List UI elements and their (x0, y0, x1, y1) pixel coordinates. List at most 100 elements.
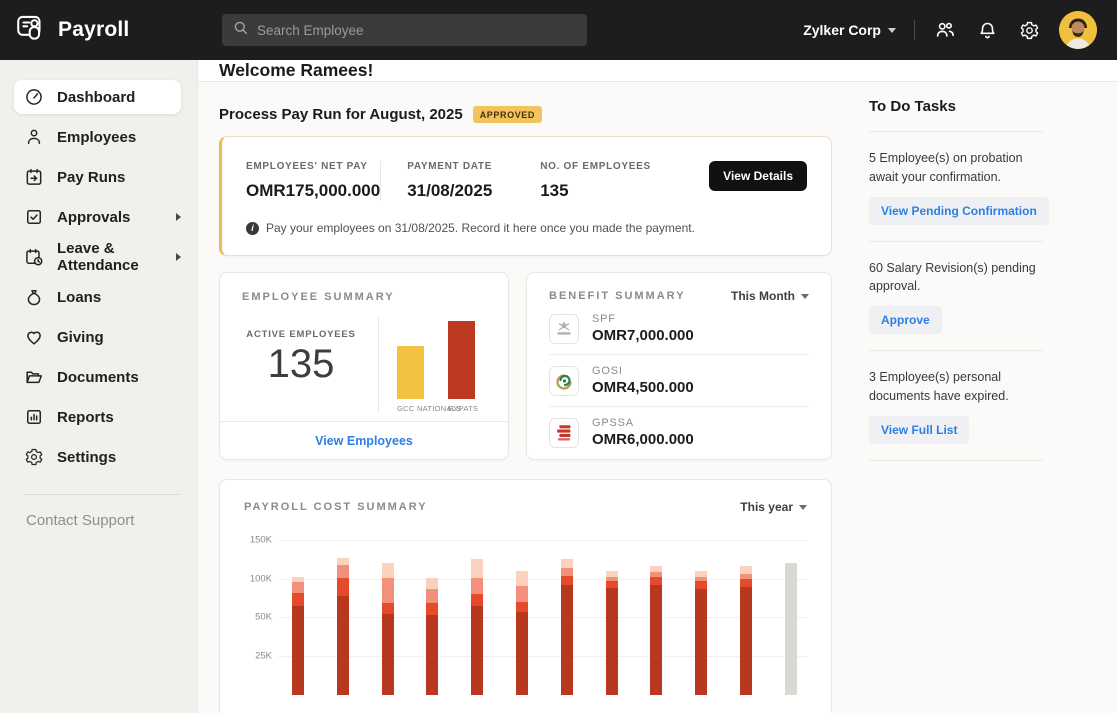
app-logo[interactable]: Payroll (0, 11, 129, 50)
org-switcher[interactable]: Zylker Corp (803, 22, 896, 38)
stat-label: EMPLOYEES' NET PAY (246, 161, 380, 172)
benefit-amount: OMR6,000.000 (592, 431, 694, 448)
chevron-right-icon (176, 213, 181, 221)
divider (869, 131, 1043, 132)
stacked-bar-segment (337, 596, 349, 695)
users-icon[interactable] (933, 18, 957, 42)
benefit-row: GPSSA OMR6,000.000 (549, 407, 809, 458)
payrun-card: EMPLOYEES' NET PAY OMR175,000.000PAYMENT… (219, 136, 832, 256)
sidebar-item-label: Pay Runs (57, 169, 125, 186)
notifications-bell-icon[interactable] (975, 18, 999, 42)
leave-attendance-icon (24, 247, 44, 267)
task-action-button[interactable]: Approve (869, 306, 942, 334)
sidebar-item-pay-runs[interactable]: Pay Runs (0, 157, 197, 197)
avatar[interactable] (1059, 11, 1097, 49)
divider (869, 460, 1043, 461)
benefit-amount: OMR7,000.000 (592, 327, 694, 344)
sidebar-item-label: Loans (57, 289, 101, 306)
stacked-bar-segment (382, 578, 394, 602)
stacked-bar-segment (426, 589, 438, 603)
topbar-divider (914, 20, 915, 40)
gpssa-logo (549, 418, 579, 448)
todo-task: 60 Salary Revision(s) pending approval. … (869, 259, 1063, 352)
stacked-bar-segment (516, 571, 528, 586)
employees-icon (24, 127, 44, 147)
stacked-bar-segment (426, 603, 438, 614)
sidebar-item-label: Leave & Attendance (57, 240, 163, 274)
contact-support-link[interactable]: Contact Support (0, 495, 197, 529)
stacked-bar-segment (337, 578, 349, 596)
sidebar-item-loans[interactable]: Loans (0, 277, 197, 317)
stacked-bar-segment (740, 579, 752, 587)
stacked-bar-segment (337, 558, 349, 565)
stacked-bar-segment (382, 614, 394, 695)
gridline (278, 579, 807, 580)
sidebar-item-reports[interactable]: Reports (0, 397, 197, 437)
sidebar-item-leave-attendance[interactable]: Leave & Attendance (0, 237, 197, 277)
status-badge: APPROVED (473, 106, 542, 123)
gridline (278, 617, 807, 618)
vertical-divider (378, 317, 379, 413)
sidebar-item-documents[interactable]: Documents (0, 357, 197, 397)
stacked-bar-segment (471, 559, 483, 579)
org-name: Zylker Corp (803, 22, 881, 38)
benefit-period-value: This Month (731, 289, 795, 303)
task-action-button[interactable]: View Pending Confirmation (869, 197, 1049, 225)
chevron-down-icon (801, 294, 809, 299)
stacked-bar-segment (561, 568, 573, 576)
stacked-bar-segment (650, 577, 662, 585)
employee-mini-bar-chart (397, 317, 475, 399)
top-bar: Payroll Zylker Corp (0, 0, 1117, 60)
pay-runs-icon (24, 167, 44, 187)
stacked-bar-segment (650, 572, 662, 577)
sidebar-item-settings[interactable]: Settings (0, 437, 197, 477)
sidebar-item-label: Reports (57, 409, 114, 426)
active-employees-count: 135 (242, 342, 360, 387)
page-title: Welcome Ramees! (219, 60, 373, 81)
projected-bar (785, 563, 797, 695)
employee-search[interactable] (222, 14, 587, 46)
y-axis-tick: 150K (244, 535, 272, 546)
sidebar-item-dashboard[interactable]: Dashboard (14, 80, 181, 114)
stacked-bar-segment (561, 585, 573, 695)
benefit-name: SPF (592, 313, 694, 325)
stacked-bar-segment (650, 566, 662, 572)
y-axis-tick: 50K (244, 612, 272, 623)
reports-icon (24, 407, 44, 427)
sidebar-item-employees[interactable]: Employees (0, 117, 197, 157)
task-text: 5 Employee(s) on probation await your co… (869, 149, 1049, 187)
app-name: Payroll (58, 18, 129, 42)
loans-icon (24, 287, 44, 307)
payrun-stat: PAYMENT DATE 31/08/2025 (407, 161, 540, 201)
sidebar-item-label: Settings (57, 449, 116, 466)
benefit-name: GPSSA (592, 417, 694, 429)
spf-logo (549, 314, 579, 344)
sidebar-item-label: Documents (57, 369, 139, 386)
view-details-button[interactable]: View Details (709, 161, 807, 191)
employee-summary-card: EMPLOYEE SUMMARY ACTIVE EMPLOYEES 135 GC… (219, 272, 509, 460)
view-employees-link[interactable]: View Employees (315, 434, 413, 448)
stacked-bar-segment (740, 587, 752, 695)
mini-bar-label: EXPATS (448, 404, 475, 413)
payroll-cost-summary-title: PAYROLL COST SUMMARY (244, 501, 428, 513)
chevron-down-icon (888, 28, 896, 33)
sidebar-item-approvals[interactable]: Approvals (0, 197, 197, 237)
stacked-bar-segment (292, 582, 304, 593)
benefit-period-dropdown[interactable]: This Month (731, 289, 809, 303)
stacked-bar-segment (561, 559, 573, 568)
stacked-bar-segment (561, 576, 573, 585)
chevron-down-icon (799, 505, 807, 510)
sidebar-item-label: Approvals (57, 209, 130, 226)
stacked-bar-segment (606, 581, 618, 588)
stacked-bar-segment (382, 603, 394, 614)
settings-icon (24, 447, 44, 467)
sidebar-item-giving[interactable]: Giving (0, 317, 197, 357)
gridline (278, 540, 807, 541)
stat-label: NO. OF EMPLOYEES (540, 161, 673, 172)
cost-period-dropdown[interactable]: This year (740, 500, 807, 514)
task-action-button[interactable]: View Full List (869, 416, 969, 444)
gear-icon[interactable] (1017, 18, 1041, 42)
giving-icon (24, 327, 44, 347)
search-input[interactable] (257, 23, 577, 38)
dashboard-icon (24, 87, 44, 107)
